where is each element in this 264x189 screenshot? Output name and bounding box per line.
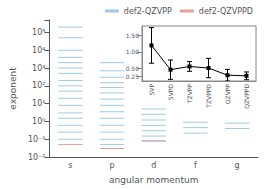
svg-text:10⁵: 10⁵: [32, 28, 45, 37]
svg-text:s: s: [68, 161, 72, 170]
svg-text:SVPD: SVPD: [167, 84, 174, 101]
svg-text:10⁰: 10⁰: [32, 117, 45, 126]
svg-text:0.25: 0.25: [126, 73, 140, 80]
svg-text:d: d: [151, 161, 156, 170]
svg-text:0.50: 0.50: [126, 65, 140, 72]
svg-text:1.50: 1.50: [126, 32, 140, 39]
svg-text:TZVPPD: TZVPPD: [205, 84, 212, 109]
svg-text:10⁻²: 10⁻²: [28, 153, 46, 162]
svg-text:def2-QZVPPD: def2-QZVPPD: [199, 7, 253, 16]
svg-text:g: g: [235, 161, 240, 170]
svg-text:QZVPP: QZVPP: [224, 84, 231, 105]
svg-text:1.00: 1.00: [126, 48, 140, 55]
svg-text:TZVPP: TZVPP: [186, 84, 193, 104]
svg-text:def2-QZVPP: def2-QZVPP: [124, 7, 172, 16]
svg-text:10⁻¹: 10⁻¹: [28, 135, 46, 144]
svg-text:exponent: exponent: [8, 67, 18, 110]
svg-text:SVP: SVP: [148, 84, 155, 96]
svg-text:p: p: [110, 161, 115, 170]
svg-text:angular momentum: angular momentum: [109, 175, 199, 185]
svg-text:f: f: [194, 161, 197, 170]
svg-text:10³: 10³: [32, 64, 45, 73]
svg-text:10¹: 10¹: [32, 99, 45, 108]
svg-text:QZVPPD: QZVPPD: [243, 84, 250, 109]
svg-text:10²: 10²: [32, 81, 45, 90]
svg-text:10⁴: 10⁴: [32, 46, 45, 55]
